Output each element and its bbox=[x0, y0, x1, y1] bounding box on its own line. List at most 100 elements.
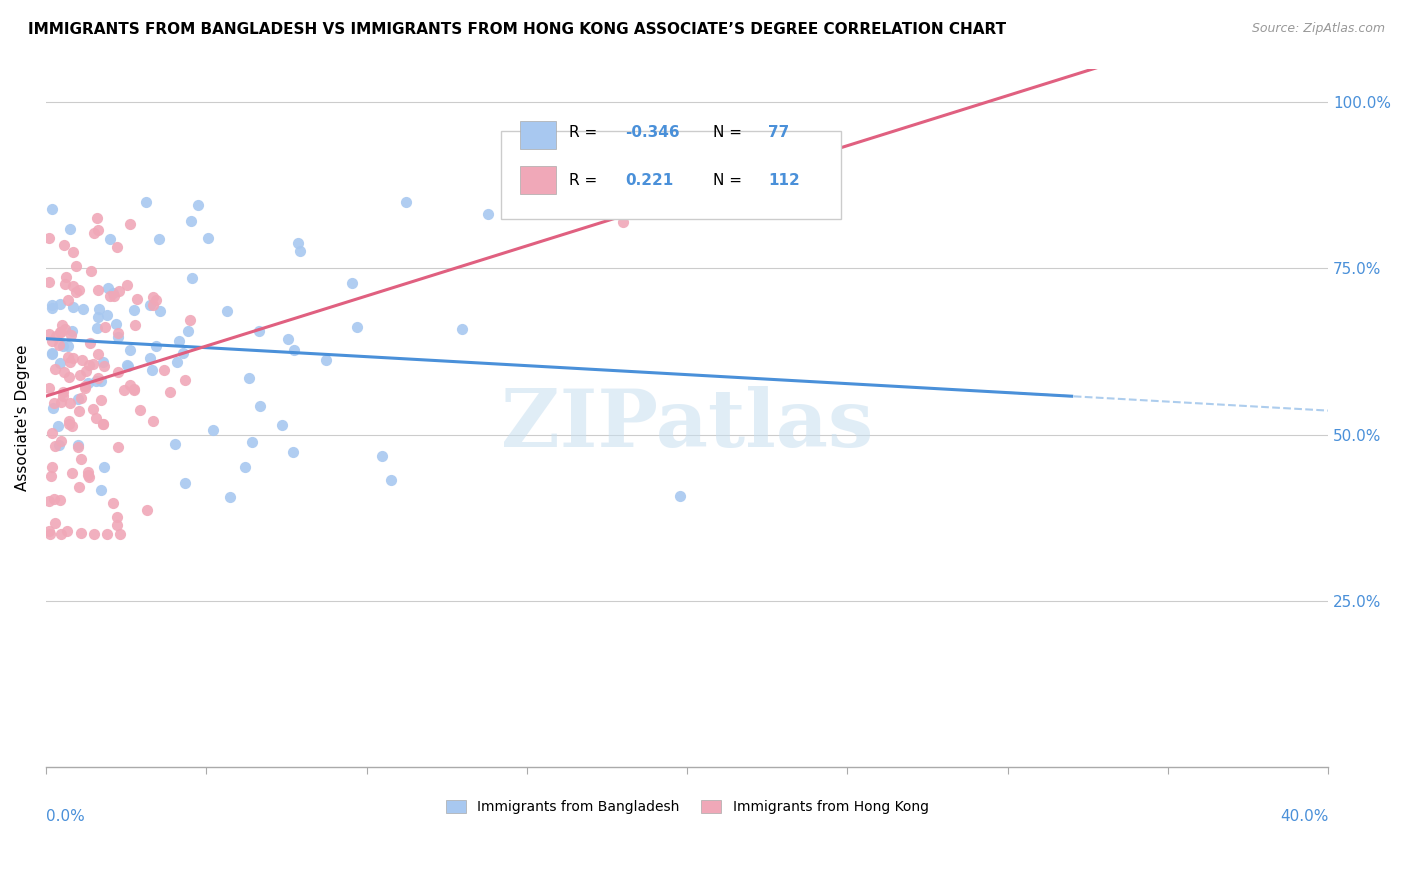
Point bbox=[82, 402, 104, 417]
Point bbox=[48, 437, 70, 451]
Point bbox=[108, 527, 131, 541]
Point bbox=[59, 396, 82, 410]
Point bbox=[58, 417, 80, 431]
Text: 40.0%: 40.0% bbox=[1279, 809, 1329, 824]
Point bbox=[87, 223, 110, 237]
Point bbox=[52, 389, 75, 403]
Point bbox=[83, 226, 105, 240]
Point bbox=[77, 358, 100, 372]
Point bbox=[105, 240, 128, 254]
Point bbox=[59, 222, 82, 236]
Point bbox=[45, 329, 67, 343]
Point bbox=[238, 371, 260, 385]
Point bbox=[148, 232, 170, 246]
Point bbox=[58, 293, 80, 308]
Point bbox=[38, 494, 60, 508]
Point bbox=[67, 404, 90, 418]
Point bbox=[39, 527, 62, 541]
Point bbox=[98, 232, 121, 246]
Point bbox=[86, 321, 108, 335]
Point bbox=[117, 359, 139, 373]
Point bbox=[58, 413, 80, 427]
Point bbox=[139, 298, 162, 312]
Point bbox=[105, 509, 128, 524]
Text: ZIPatlas: ZIPatlas bbox=[501, 386, 873, 464]
Point bbox=[247, 324, 270, 338]
Point bbox=[215, 304, 238, 318]
Point bbox=[180, 214, 202, 228]
Point bbox=[281, 445, 304, 459]
Point bbox=[49, 325, 72, 339]
FancyBboxPatch shape bbox=[520, 166, 557, 194]
Point bbox=[120, 343, 142, 358]
Point bbox=[44, 362, 66, 376]
Point bbox=[118, 378, 141, 392]
Point bbox=[44, 396, 66, 410]
Text: N =: N = bbox=[713, 173, 747, 188]
Point bbox=[128, 403, 150, 417]
Point bbox=[79, 335, 101, 350]
Point bbox=[142, 289, 165, 303]
Point bbox=[93, 460, 115, 475]
Point bbox=[93, 359, 115, 374]
Text: -0.346: -0.346 bbox=[626, 125, 681, 140]
Text: Source: ZipAtlas.com: Source: ZipAtlas.com bbox=[1251, 22, 1385, 36]
Point bbox=[371, 449, 394, 463]
Point bbox=[49, 492, 72, 507]
Point bbox=[62, 244, 84, 259]
Point bbox=[107, 329, 129, 343]
Point bbox=[96, 308, 118, 322]
Point bbox=[87, 284, 110, 298]
Point bbox=[41, 298, 63, 312]
Point bbox=[138, 351, 160, 366]
Point bbox=[141, 362, 163, 376]
Point bbox=[52, 339, 75, 353]
FancyBboxPatch shape bbox=[501, 131, 841, 219]
Point bbox=[51, 318, 73, 332]
Point bbox=[77, 470, 100, 484]
Point bbox=[112, 383, 135, 397]
Point bbox=[91, 355, 114, 369]
Point bbox=[122, 383, 145, 397]
Point bbox=[84, 410, 107, 425]
Point bbox=[87, 301, 110, 316]
Point bbox=[127, 292, 149, 306]
Point bbox=[42, 401, 65, 416]
Point bbox=[96, 527, 118, 541]
Point bbox=[38, 231, 60, 245]
Point bbox=[107, 365, 129, 379]
Point bbox=[668, 489, 690, 503]
Point bbox=[135, 194, 157, 209]
Point bbox=[145, 338, 167, 352]
Point bbox=[142, 414, 165, 428]
Point bbox=[167, 334, 190, 348]
Point bbox=[136, 503, 159, 517]
Point bbox=[90, 483, 112, 498]
Point bbox=[38, 524, 60, 539]
Point bbox=[70, 352, 93, 367]
Point bbox=[62, 301, 84, 315]
Point bbox=[41, 347, 63, 361]
Point bbox=[56, 524, 79, 539]
Point bbox=[86, 211, 108, 226]
Point bbox=[477, 207, 499, 221]
Point bbox=[166, 354, 188, 368]
Point bbox=[53, 322, 76, 336]
Point bbox=[86, 370, 108, 384]
Point bbox=[315, 353, 337, 368]
Point bbox=[87, 347, 110, 361]
Point bbox=[287, 236, 309, 251]
Text: N =: N = bbox=[713, 125, 747, 140]
Point bbox=[66, 438, 89, 452]
Point bbox=[38, 275, 60, 289]
Point bbox=[65, 285, 87, 300]
Point bbox=[346, 320, 368, 334]
Point bbox=[197, 231, 219, 245]
Point bbox=[145, 293, 167, 307]
Point bbox=[90, 392, 112, 407]
Point bbox=[124, 318, 146, 332]
Point bbox=[58, 351, 80, 365]
Point bbox=[41, 334, 63, 348]
Point bbox=[177, 324, 200, 338]
Point bbox=[86, 310, 108, 324]
